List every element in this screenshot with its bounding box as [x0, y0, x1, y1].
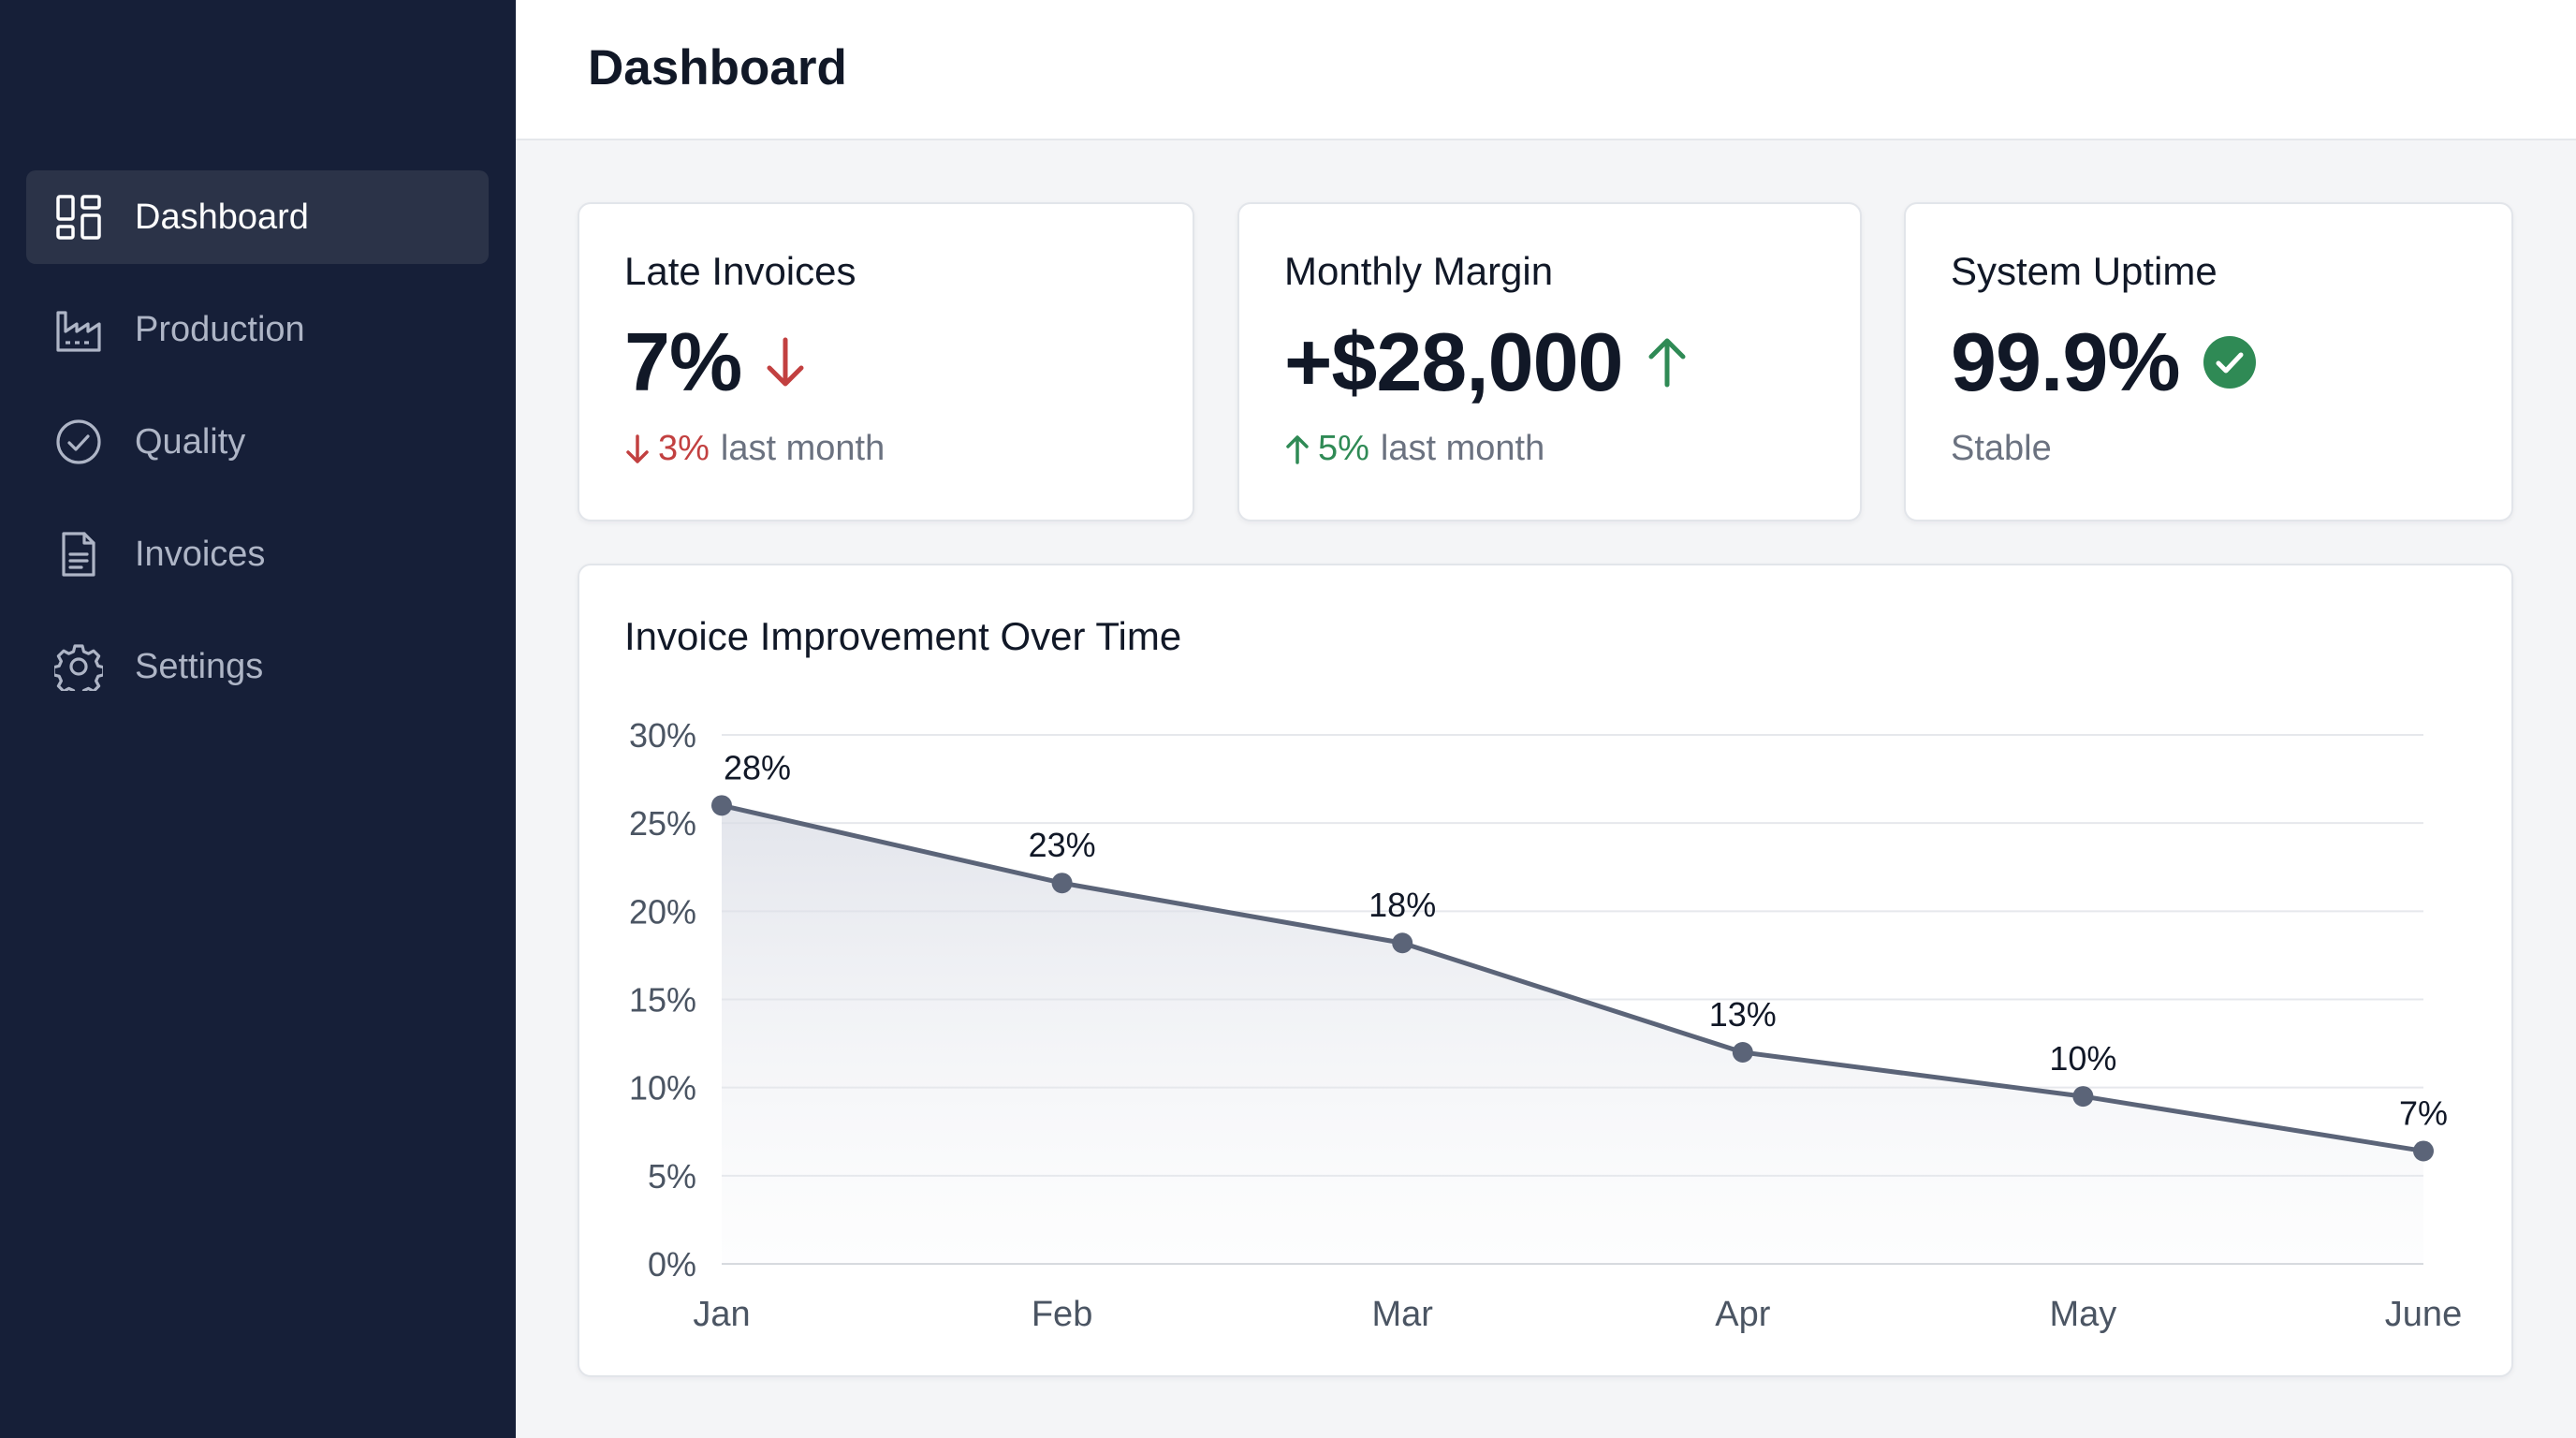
y-tick-label: 15% — [629, 981, 696, 1020]
x-tick-label: Feb — [1032, 1295, 1092, 1334]
kpi-card-system-uptime: System Uptime 99.9% Stable — [1904, 202, 2513, 521]
sidebar: Dashboard Production Quality Invoices — [0, 0, 516, 1438]
sidebar-item-label: Invoices — [135, 534, 266, 574]
kpi-change-value: 3% — [658, 429, 710, 468]
kpi-value: 99.9% — [1951, 315, 2181, 408]
arrow-up-small-icon — [1284, 433, 1310, 465]
y-tick-label: 30% — [629, 716, 696, 755]
header: Dashboard — [516, 0, 2576, 140]
kpi-value: +$28,000 — [1284, 315, 1623, 408]
x-tick-label: Mar — [1371, 1295, 1433, 1334]
line-chart: 0% 5% 10% 15% 20% 25% 30% 28% Jan 23% Feb 18% Mar 13%… — [629, 716, 2462, 1334]
page-title: Dashboard — [588, 40, 847, 95]
kpi-label: Late Invoices — [624, 249, 856, 293]
y-tick-label: 5% — [648, 1157, 696, 1196]
data-label: 10% — [2049, 1039, 2116, 1078]
kpi-value: 7% — [624, 315, 742, 408]
sidebar-item-quality[interactable]: Quality — [26, 395, 489, 489]
chart-card: Invoice Improvement Over Time 0% 5% 10% 15%… — [578, 564, 2513, 1377]
document-icon — [54, 530, 103, 579]
x-tick-label: Apr — [1715, 1295, 1770, 1334]
sidebar-item-settings[interactable]: Settings — [26, 620, 489, 713]
arrow-down-small-icon — [624, 433, 651, 465]
y-tick-label: 20% — [629, 892, 696, 931]
check-circle-icon — [54, 418, 103, 466]
series-line — [719, 802, 2426, 1153]
sidebar-item-label: Settings — [135, 646, 264, 686]
gear-icon — [54, 642, 103, 691]
data-point — [711, 795, 732, 816]
sidebar-item-dashboard[interactable]: Dashboard — [26, 170, 489, 264]
kpi-change-value: 5% — [1318, 429, 1369, 468]
kpi-change-text: last month — [1380, 429, 1545, 468]
sidebar-item-label: Quality — [135, 421, 246, 462]
data-label: 18% — [1368, 886, 1436, 924]
data-label: 7% — [2399, 1093, 2448, 1132]
y-tick-label: 10% — [629, 1069, 696, 1108]
kpi-card-monthly-margin: Monthly Margin +$28,000 5% last month — [1237, 202, 1862, 521]
x-tick-label: May — [2050, 1295, 2117, 1334]
sidebar-item-label: Dashboard — [135, 197, 309, 237]
dashboard-icon — [54, 193, 103, 242]
data-point — [2413, 1140, 2434, 1162]
arrow-down-icon — [764, 336, 807, 389]
factory-icon — [54, 305, 103, 354]
data-label: 13% — [1709, 995, 1777, 1034]
kpi-change-text: last month — [720, 429, 886, 468]
data-label: 28% — [724, 748, 791, 786]
kpi-status-text: Stable — [1951, 429, 2052, 468]
kpi-label: System Uptime — [1951, 249, 2217, 293]
kpi-card-late-invoices: Late Invoices 7% 3% last month — [578, 202, 1194, 521]
x-tick-label: Jan — [693, 1295, 750, 1334]
data-point — [2072, 1086, 2094, 1108]
sidebar-item-invoices[interactable]: Invoices — [26, 507, 489, 601]
y-tick-label: 0% — [648, 1245, 696, 1284]
sidebar-item-label: Production — [135, 309, 305, 349]
data-label: 23% — [1029, 826, 1096, 864]
y-tick-label: 25% — [629, 804, 696, 843]
kpi-label: Monthly Margin — [1284, 249, 1554, 293]
data-point — [1392, 932, 1413, 954]
check-icon — [2203, 335, 2257, 389]
x-tick-label: June — [2385, 1295, 2462, 1334]
area-fill — [722, 805, 2423, 1264]
sidebar-item-production[interactable]: Production — [26, 283, 489, 376]
data-point — [1732, 1042, 1753, 1063]
arrow-up-icon — [1646, 336, 1689, 389]
data-point — [1051, 873, 1073, 894]
chart-title: Invoice Improvement Over Time — [624, 614, 1182, 658]
